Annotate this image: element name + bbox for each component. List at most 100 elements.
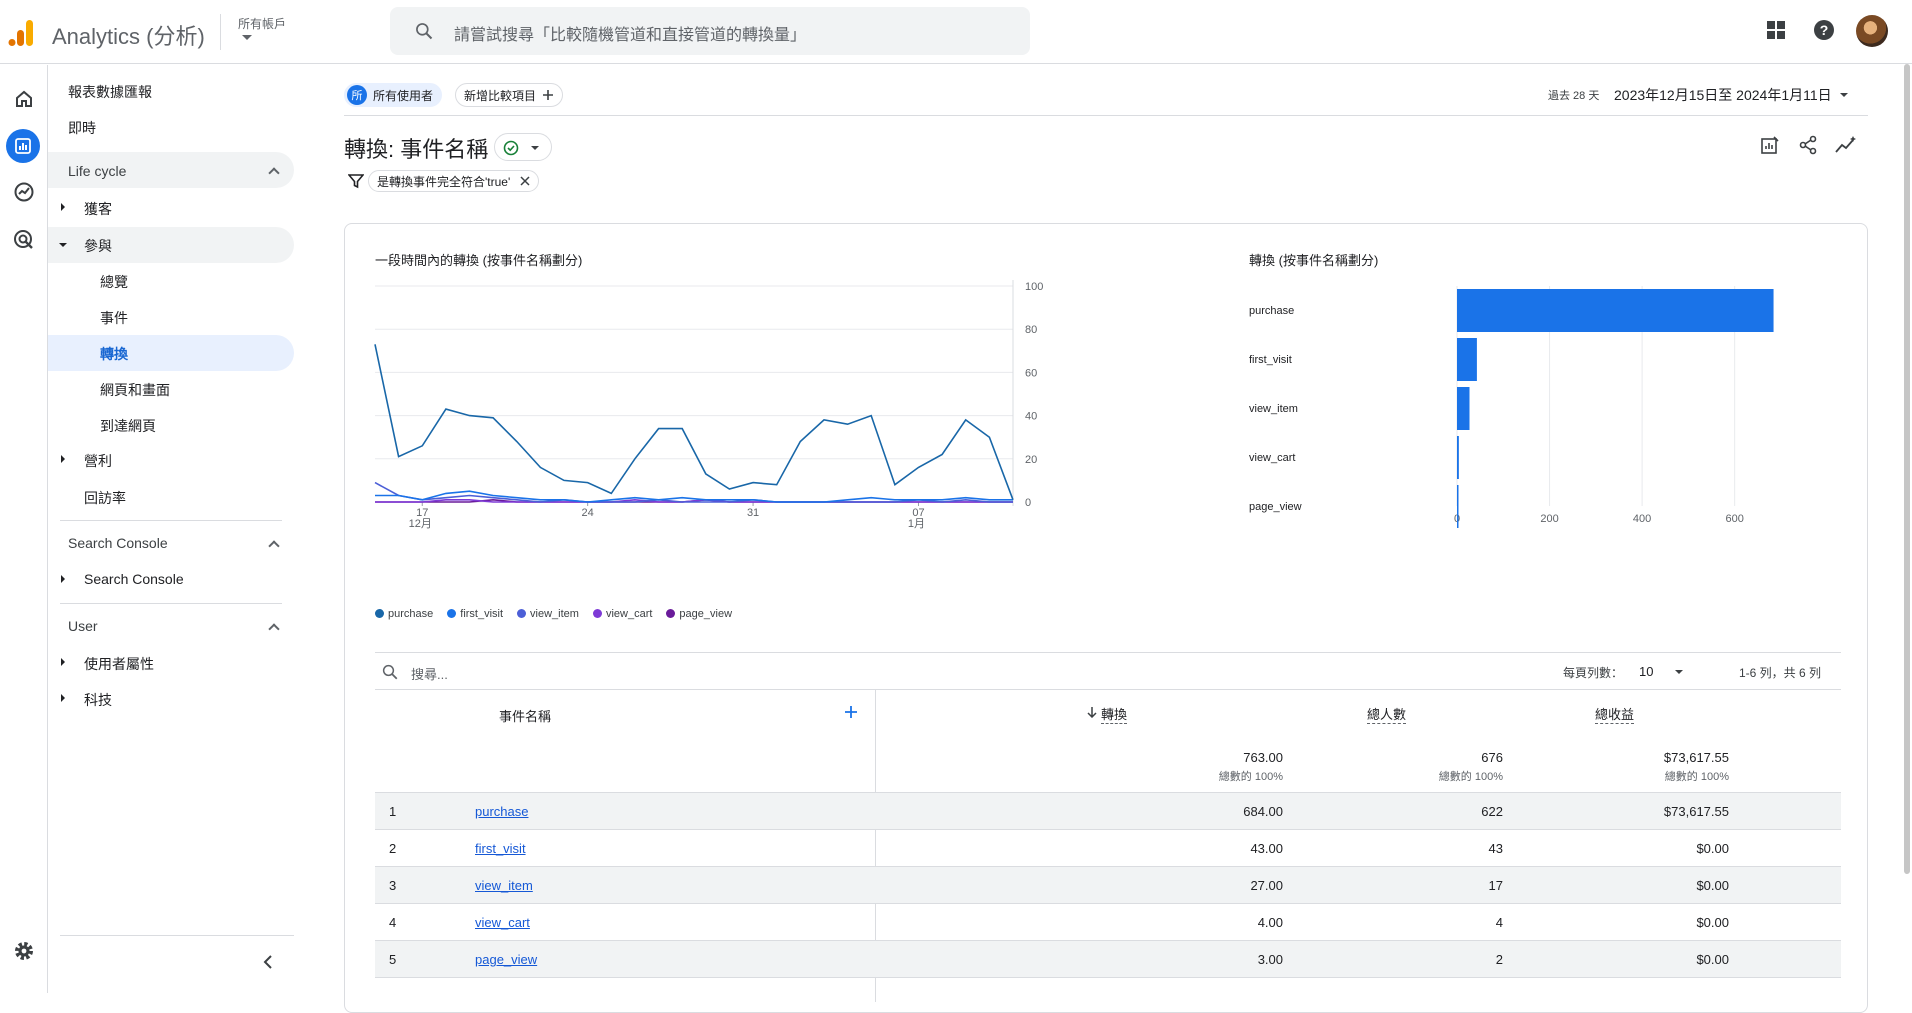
divider xyxy=(60,603,282,604)
advertising-icon[interactable] xyxy=(10,226,38,254)
bar-chart[interactable]: 0200400600purchasefirst_visitview_itemvi… xyxy=(1225,274,1869,594)
nav-acquisition[interactable]: 獲客 xyxy=(84,201,112,217)
account-caret-icon[interactable] xyxy=(242,35,252,40)
add-comparison-button[interactable]: 新增比較項目 xyxy=(455,83,564,107)
legend-label: first_visit xyxy=(460,608,504,620)
home-icon[interactable] xyxy=(10,85,38,113)
nav-monetization[interactable]: 營利 xyxy=(84,453,112,469)
nav-landing-page[interactable]: 到達網頁 xyxy=(100,418,156,434)
expand-arrow-icon[interactable] xyxy=(61,658,65,666)
bar-first_visit xyxy=(1457,338,1477,381)
column-divider xyxy=(875,690,876,1002)
row-index: 3 xyxy=(389,878,397,893)
insights-icon[interactable] xyxy=(1834,135,1858,155)
customize-report-icon[interactable] xyxy=(1760,135,1780,155)
settings-gear-icon[interactable] xyxy=(10,937,38,965)
add-dimension-plus-icon[interactable] xyxy=(845,706,857,718)
sort-desc-arrow-icon[interactable] xyxy=(1087,706,1097,718)
search-icon xyxy=(382,664,398,680)
help-icon[interactable]: ? xyxy=(1813,19,1835,41)
chevron-down-icon[interactable] xyxy=(1675,670,1683,674)
nav-events[interactable]: 事件 xyxy=(100,310,128,326)
event-name-link[interactable]: first_visit xyxy=(475,841,526,856)
date-caret-icon[interactable] xyxy=(1840,93,1848,97)
bar-purchase xyxy=(1457,289,1774,332)
col-header-event-name[interactable]: 事件名稱 xyxy=(499,709,552,724)
left-rail xyxy=(0,65,48,993)
col-header-conversions[interactable]: 轉換 xyxy=(1101,704,1128,724)
explore-icon[interactable] xyxy=(10,178,38,206)
nav-realtime[interactable]: 即時 xyxy=(68,120,96,136)
legend-dot xyxy=(447,609,457,618)
expand-arrow-icon[interactable] xyxy=(61,575,65,583)
bar-category-label: page_view xyxy=(1249,501,1302,513)
filter-icon xyxy=(348,174,364,189)
chevron-up-icon[interactable] xyxy=(268,540,280,552)
legend-item[interactable]: first_visit xyxy=(447,608,503,620)
y-tick-label: 20 xyxy=(1025,454,1037,466)
nav-conversions-active-bg[interactable] xyxy=(48,335,294,371)
legend-item[interactable]: view_cart xyxy=(592,608,652,620)
legend-item[interactable]: page_view xyxy=(666,608,732,620)
collapse-nav-chevron-icon[interactable] xyxy=(262,954,274,970)
share-icon[interactable] xyxy=(1798,135,1818,155)
legend-label: page_view xyxy=(679,608,733,620)
nav-conversions[interactable]: 轉換 xyxy=(100,346,128,362)
analytics-logo-icon[interactable] xyxy=(8,18,36,48)
app-title: Analytics (分析) xyxy=(52,24,205,49)
apps-grid-icon[interactable] xyxy=(1766,20,1786,40)
legend-item[interactable]: purchase xyxy=(375,608,433,620)
nav-engagement[interactable]: 參與 xyxy=(84,238,112,254)
user-avatar[interactable] xyxy=(1856,15,1888,47)
check-circle-icon xyxy=(503,140,519,156)
nav-engagement-bg[interactable] xyxy=(48,227,294,263)
expand-arrow-icon[interactable] xyxy=(61,455,65,463)
verified-status-dropdown[interactable] xyxy=(494,133,552,161)
event-name-link[interactable]: purchase xyxy=(475,804,529,819)
nav-user-attributes[interactable]: 使用者屬性 xyxy=(84,656,154,672)
reports-icon[interactable] xyxy=(6,129,40,163)
event-name-link[interactable]: page_view xyxy=(475,952,538,967)
event-name-link[interactable]: view_cart xyxy=(475,915,530,930)
row-conversions: 684.00 xyxy=(1243,804,1283,819)
nav-reports-snapshot[interactable]: 報表數據匯報 xyxy=(68,84,152,100)
account-selector[interactable]: 所有帳戶 xyxy=(238,17,287,31)
nav-overview[interactable]: 總覽 xyxy=(100,274,128,290)
chevron-up-icon[interactable] xyxy=(268,623,280,635)
col-header-total-revenue[interactable]: 總收益 xyxy=(1595,704,1635,724)
lifecycle-section-header[interactable] xyxy=(48,152,294,188)
rows-per-page-select[interactable]: 10 xyxy=(1639,664,1654,679)
collapse-arrow-icon[interactable] xyxy=(59,243,67,247)
col-header-total-users[interactable]: 總人數 xyxy=(1367,704,1407,724)
expand-arrow-icon[interactable] xyxy=(61,203,65,211)
search-box[interactable]: 請嘗試搜尋「比較隨機管道和直接管道的轉換量」 xyxy=(390,7,1030,55)
row-revenue: $0.00 xyxy=(1696,841,1729,856)
table-row: 4 view_cart 4.00 4 $0.00 xyxy=(375,904,1841,941)
nav-retention[interactable]: 回訪率 xyxy=(84,490,126,506)
divider xyxy=(344,115,1868,116)
table-search-input[interactable]: 搜尋... xyxy=(411,667,448,682)
total-revenue-pct: 總數的 100% xyxy=(1664,771,1729,783)
legend-label: purchase xyxy=(388,608,434,620)
svg-text:?: ? xyxy=(1820,22,1829,38)
legend-item[interactable]: view_item xyxy=(517,608,579,620)
event-name-link[interactable]: view_item xyxy=(475,878,533,893)
page-scrollbar[interactable] xyxy=(1904,64,1910,874)
expand-arrow-icon[interactable] xyxy=(61,694,65,702)
row-users: 2 xyxy=(1495,952,1503,967)
table-row: 2 first_visit 43.00 43 $0.00 xyxy=(375,830,1841,867)
date-range-selector[interactable]: 2023年12月15日至 2024年1月11日 xyxy=(1614,87,1832,103)
total-users: 676 xyxy=(1481,750,1503,765)
filter-chip[interactable]: 是轉換事件完全符合'true' xyxy=(368,170,540,192)
nav-tech[interactable]: 科技 xyxy=(84,692,112,708)
legend-dot xyxy=(592,609,602,618)
segment-chip[interactable]: 所 所有使用者 xyxy=(344,83,443,107)
bar-category-label: first_visit xyxy=(1249,354,1292,366)
close-icon[interactable] xyxy=(520,176,530,186)
nav-search-console[interactable]: Search Console xyxy=(84,571,184,587)
search-console-section-label[interactable]: Search Console xyxy=(68,535,168,551)
top-app-bar: Analytics (分析) 所有帳戶 請嘗試搜尋「比較隨機管道和直接管道的轉換… xyxy=(0,0,1912,64)
user-section-label[interactable]: User xyxy=(68,618,98,634)
nav-pages-screens[interactable]: 網頁和畫面 xyxy=(100,382,170,398)
